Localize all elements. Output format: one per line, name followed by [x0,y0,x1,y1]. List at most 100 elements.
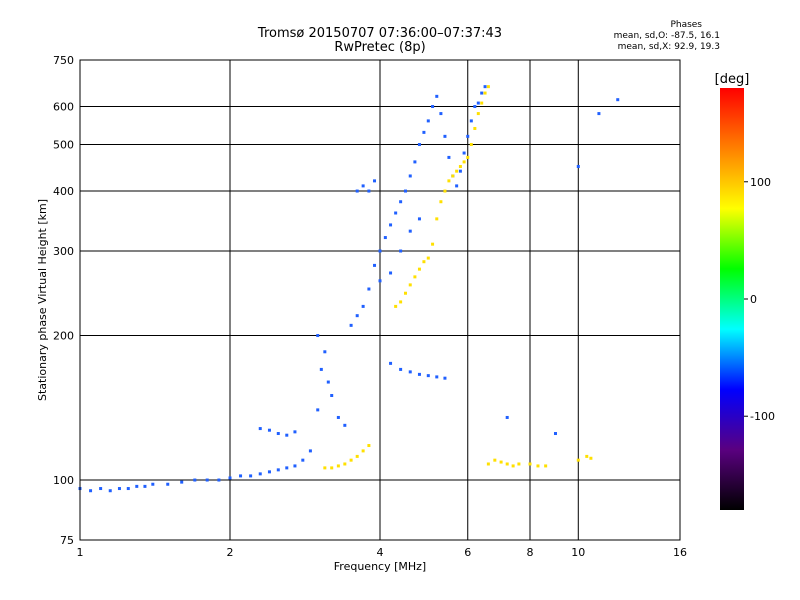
plot-axes: 1 2 4 6 8 10 16 75 100 200 300 400 500 600 750 Frequenc… [36,54,687,573]
x-tick-label: 1 [77,546,84,559]
data-point-x [336,464,340,468]
data-point-o [135,484,139,488]
data-point-o [316,334,320,338]
data-point-x [394,304,398,308]
data-point-x [517,462,521,466]
data-point-x [499,460,503,464]
data-point-x [576,458,580,462]
data-point-x [422,260,426,264]
data-point-o [553,432,557,436]
data-point-o [389,223,393,227]
data-point-o [373,263,377,267]
phase-colorbar: 100 0 -100 [deg] [715,72,775,510]
data-point-o [443,376,447,380]
data-point-o [308,449,312,453]
data-point-x [493,458,497,462]
data-point-x [486,85,490,89]
data-point-x [323,466,327,470]
data-point-o [417,143,421,147]
data-point-o [447,155,451,159]
data-point-o [180,480,184,484]
data-point-o [483,85,487,89]
data-point-x [361,449,365,453]
data-point-o [403,189,407,193]
data-point-o [426,374,430,378]
y-tick-label: 75 [60,534,74,547]
data-point-x [330,466,334,470]
data-point-o [336,415,340,419]
data-point-x [343,462,347,466]
data-point-x [505,462,509,466]
data-point-o [367,287,371,291]
phase-stats: Phases mean, sd,O: -87.5, 16.1 mean, sd,… [600,20,720,53]
data-point-x [431,242,435,246]
data-point-x [528,462,532,466]
data-point-o [99,487,103,491]
data-points [78,85,620,493]
data-point-x [486,462,490,466]
data-point-o [480,91,484,95]
data-point-o [616,98,620,102]
data-point-o [413,160,417,164]
y-axis-label: Stationary phase Virtual Height [km] [36,199,49,401]
y-tick-label: 400 [53,185,74,198]
data-point-o [408,174,412,178]
data-point-x [349,458,353,462]
y-tick-label: 600 [53,101,74,114]
data-point-x [447,179,451,183]
data-point-o [378,249,382,253]
data-point-o [576,164,580,168]
data-point-o [367,189,371,193]
data-point-o [301,458,305,462]
data-point-o [276,468,280,472]
colorbar-tick-label: 0 [750,293,757,306]
data-point-x [536,464,540,468]
plot-frame [79,59,681,541]
x-tick-label: 2 [227,546,234,559]
data-point-o [417,217,421,221]
data-point-o [217,478,221,482]
data-point-o [435,94,439,98]
data-point-o [505,415,509,419]
y-tick-label: 500 [53,139,74,152]
data-point-o [361,304,365,308]
colorbar-tick-label: -100 [750,410,775,423]
data-point-o [476,101,480,105]
data-point-o [323,350,327,354]
data-point-x [399,300,403,304]
data-point-x [480,101,484,105]
data-point-o [394,211,398,215]
data-point-x [544,464,548,468]
data-point-o [108,489,112,493]
data-point-x [589,456,593,460]
data-point-x [476,112,480,116]
data-point-o [151,482,155,486]
data-point-o [239,474,243,478]
data-point-o [258,472,262,476]
data-point-o [349,323,353,327]
data-point-o [389,361,393,365]
x-tick-label: 16 [673,546,687,559]
data-point-x [585,454,589,458]
data-point-o [466,134,470,138]
data-point-o [267,470,271,474]
data-point-o [597,112,601,116]
data-point-o [293,464,297,468]
data-point-x [466,155,470,159]
phase-stats-x: mean, sd,X: 92.9, 19.3 [617,42,720,52]
data-point-o [458,169,462,173]
y-tick-label: 200 [53,330,74,343]
data-point-o [399,200,403,204]
data-point-o [462,151,466,155]
data-point-o [249,474,253,478]
data-point-o [355,314,359,318]
data-point-o [399,249,403,253]
data-point-o [330,394,334,398]
data-point-o [258,427,262,431]
colorbar-gradient-bar [720,88,744,510]
data-point-x [469,143,473,147]
data-point-x [403,291,407,295]
data-point-o [143,484,147,488]
chart-subtitle: RwPretec (8p) [334,40,426,55]
